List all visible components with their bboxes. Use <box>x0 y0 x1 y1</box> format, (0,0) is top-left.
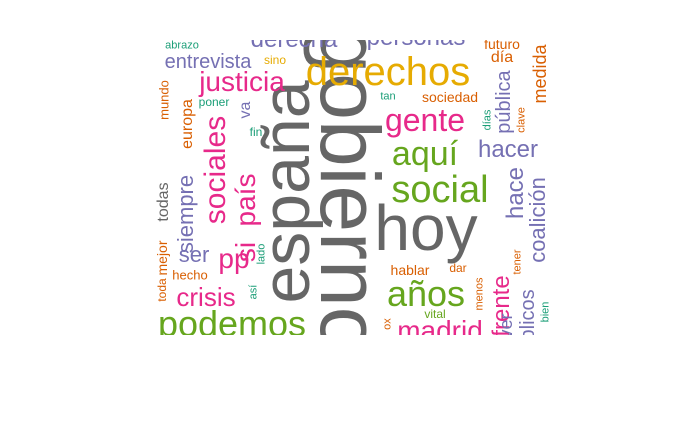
word-derecha: derecha <box>251 40 338 52</box>
word-mundo: mundo <box>156 80 172 120</box>
word-dar: dar <box>449 261 467 275</box>
word-bien: bien <box>539 301 551 323</box>
word-fin: fin <box>249 125 263 139</box>
word-lado: lado <box>255 243 268 265</box>
word-tener: tener <box>511 249 524 275</box>
word-social: social <box>391 169 489 211</box>
word-coalicion: coalición <box>525 177 550 263</box>
word-ser: ser <box>178 242 210 267</box>
word-justicia: justicia <box>199 66 285 97</box>
word-gente: gente <box>384 102 466 138</box>
word-cloud: gobierno españa hoy derechos social años… <box>150 40 550 335</box>
word-anos: años <box>386 273 466 314</box>
word-madrid: madrid <box>397 315 483 336</box>
word-sociedad: sociedad <box>421 89 479 105</box>
word-pp: pp <box>218 243 250 274</box>
word-sociales: sociales <box>199 115 232 225</box>
word-todas: todas <box>155 182 172 222</box>
word-aqui: aquí <box>391 135 459 173</box>
word-hacer: hacer <box>477 136 539 163</box>
word-espana: españa <box>248 80 324 304</box>
word-publica: pública <box>493 70 515 134</box>
word-sino: sino <box>263 53 287 67</box>
word-va: va <box>237 101 254 119</box>
word-asi: así <box>247 284 260 300</box>
word-hoy: hoy <box>374 192 478 264</box>
word-dia: día <box>490 49 514 66</box>
word-personas: personas <box>367 40 466 50</box>
word-poner: poner <box>198 95 230 109</box>
word-futuro: futuro <box>484 40 520 52</box>
word-entrevista: entrevista <box>164 51 252 73</box>
word-toda: toda <box>155 278 169 302</box>
word-hablar: hablar <box>390 262 430 278</box>
word-clave: clave <box>515 107 528 133</box>
word-vital: vital <box>424 307 446 321</box>
word-publicos: públicos <box>517 289 539 335</box>
word-ver: ver <box>496 313 516 335</box>
word-mejor: mejor <box>154 240 170 276</box>
word-hecho: hecho <box>172 267 208 283</box>
word-crisis: crisis <box>176 282 236 312</box>
word-derechos: derechos <box>305 50 471 94</box>
word-tan: tan <box>380 90 396 103</box>
word-pais: país <box>230 173 261 227</box>
word-abrazo: abrazo <box>165 40 199 52</box>
word-europa: europa <box>179 99 196 149</box>
word-medida: medida <box>530 44 550 104</box>
word-menos: menos <box>473 277 486 311</box>
word-dias: días <box>481 109 494 131</box>
word-podemos: podemos <box>157 303 307 336</box>
word-ox: ox <box>381 318 394 330</box>
